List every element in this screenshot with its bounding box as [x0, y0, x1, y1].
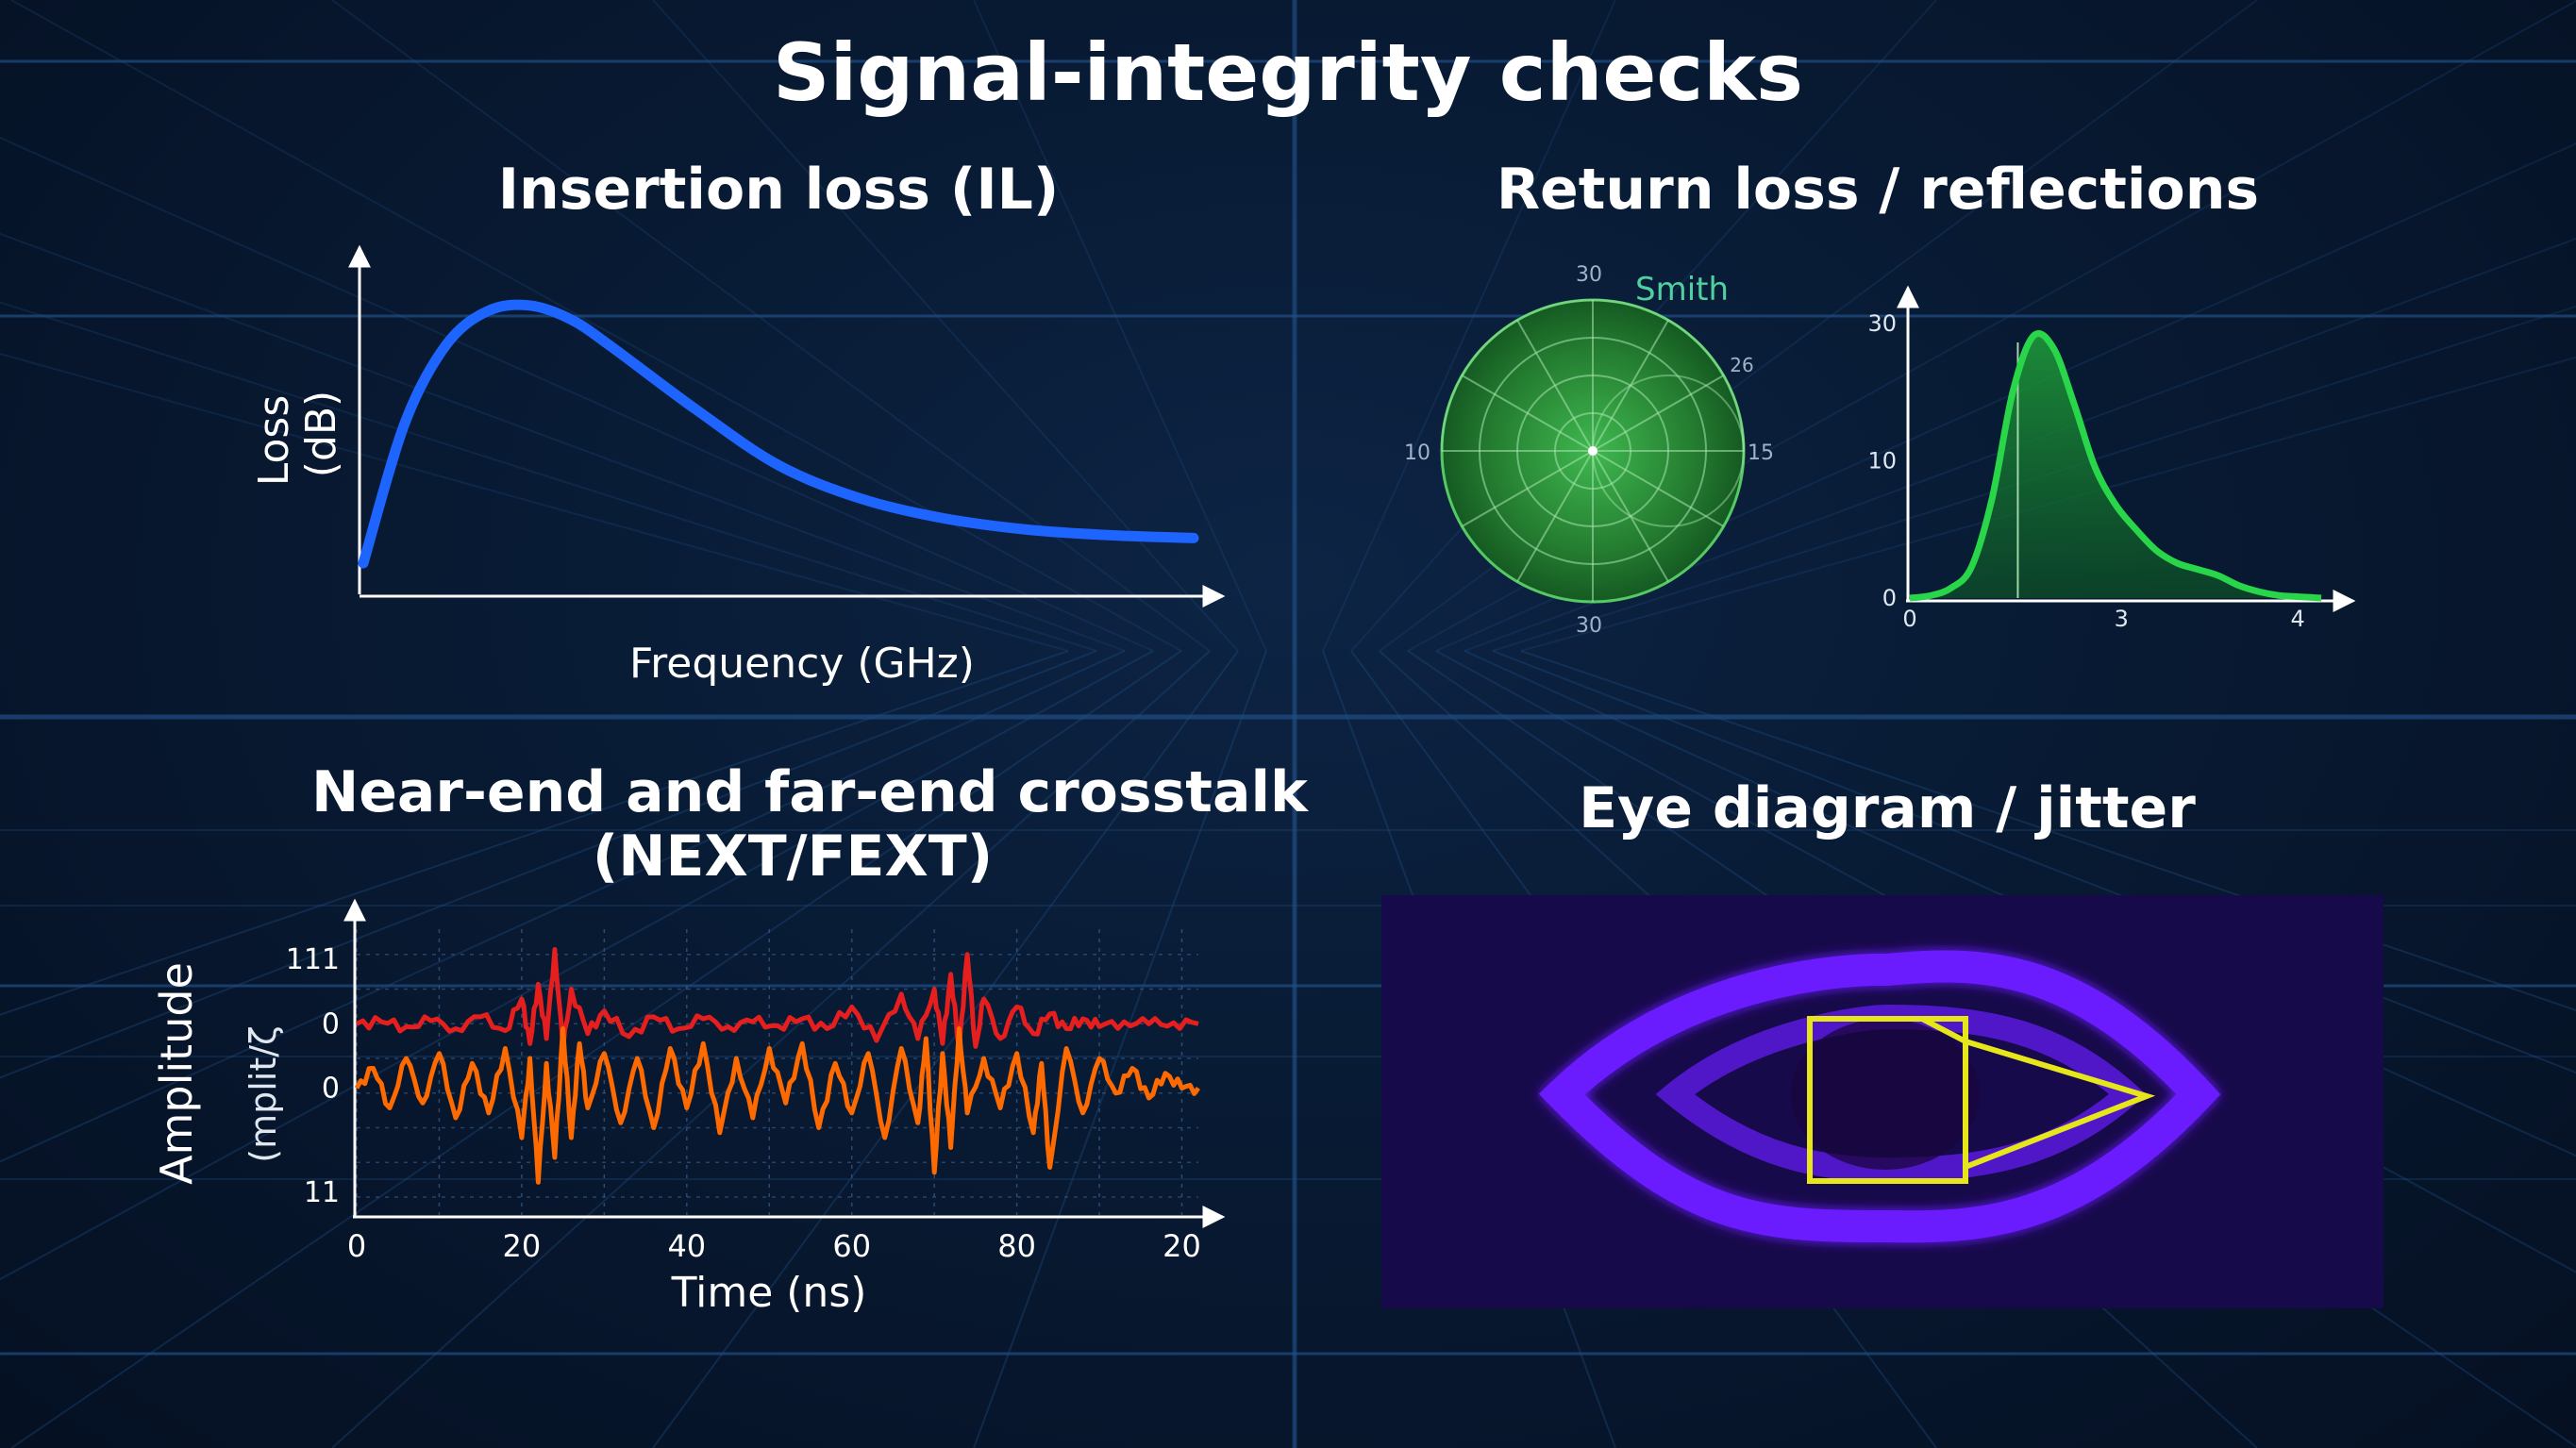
return-loss-curve-chart: 0 3 4 0 10 30 — [1867, 285, 2356, 632]
xt-ytick: 0 — [322, 1007, 340, 1040]
smith-tick-right: 15 — [1748, 441, 1774, 465]
il-xlabel: Frequency (GHz) — [629, 640, 975, 688]
xt-ylabel: Amplitude — [151, 962, 202, 1185]
il-ylabel-line-1: Loss — [250, 395, 298, 487]
smith-tick-top: 30 — [1576, 263, 1602, 287]
rl-xtick: 3 — [2115, 606, 2129, 632]
insertion-loss-chart: Frequency (GHz) Loss (dB) — [250, 244, 1226, 688]
jitter-mask-triangle — [1920, 1016, 2156, 1170]
crosstalk-title-line-1: Near-end and far-end crosstalk — [311, 759, 1308, 825]
eye-diagram-title: Eye diagram / jitter — [1579, 775, 2196, 841]
xt-xtick: 80 — [997, 1228, 1036, 1264]
smith-tick-left: 10 — [1404, 441, 1430, 465]
return-loss-title: Return loss / reflections — [1496, 157, 2260, 223]
insertion-loss-title: Insertion loss (IL) — [497, 157, 1060, 223]
eye-pupil — [1791, 1019, 1980, 1170]
il-ylabel-line-2: (dB) — [297, 391, 345, 477]
rl-ticks: 0 3 4 0 10 30 — [1867, 310, 2304, 632]
next-trace — [355, 947, 1199, 1051]
xt-xtick: 60 — [832, 1228, 871, 1264]
rl-ytick: 30 — [1867, 310, 1897, 337]
crosstalk-title: Near-end and far-end crosstalk (NEXT/FEX… — [311, 759, 1308, 890]
page-title: Signal-integrity checks — [773, 26, 1803, 119]
rl-xtick: 0 — [1902, 606, 1916, 632]
smith-label: Smith — [1635, 271, 1729, 308]
smith-grid — [1441, 299, 1745, 602]
crosstalk-grid — [356, 929, 1198, 1215]
xt-ytick: 0 — [322, 1073, 340, 1106]
smith-tick-upper-right: 26 — [1730, 354, 1753, 376]
crosstalk-title-line-2: (NEXT/FEXT) — [592, 824, 994, 890]
xt-xlabel: Time (ns) — [671, 1269, 867, 1317]
smith-tick-bottom: 30 — [1576, 614, 1602, 638]
xt-xtick: 40 — [667, 1228, 706, 1264]
fext-trace — [354, 1026, 1201, 1185]
rl-ytick: 0 — [1882, 585, 1897, 611]
xt-ytick: 11 — [304, 1176, 340, 1209]
rl-xtick: 4 — [2290, 606, 2304, 632]
xt-xtick: 20 — [1163, 1228, 1201, 1264]
xt-xtick: 0 — [347, 1228, 366, 1264]
smith-chart: Smith 30 30 10 15 26 — [1404, 263, 1774, 638]
rl-ytick: 10 — [1867, 448, 1897, 474]
xt-ylabel-secondary: (mplit/ζ — [243, 1025, 284, 1162]
eye-outer-band — [1538, 950, 2221, 1243]
xt-ytick: 111 — [286, 943, 340, 976]
il-curve — [358, 299, 1199, 569]
il-ylabel: Loss (dB) — [250, 382, 345, 487]
jitter-mask-box — [1807, 1016, 1968, 1184]
xt-xtick: 20 — [503, 1228, 542, 1264]
rl-curve — [1909, 330, 2322, 602]
eye-diagram — [1381, 895, 2384, 1308]
jitter-mask — [1807, 1016, 2156, 1184]
